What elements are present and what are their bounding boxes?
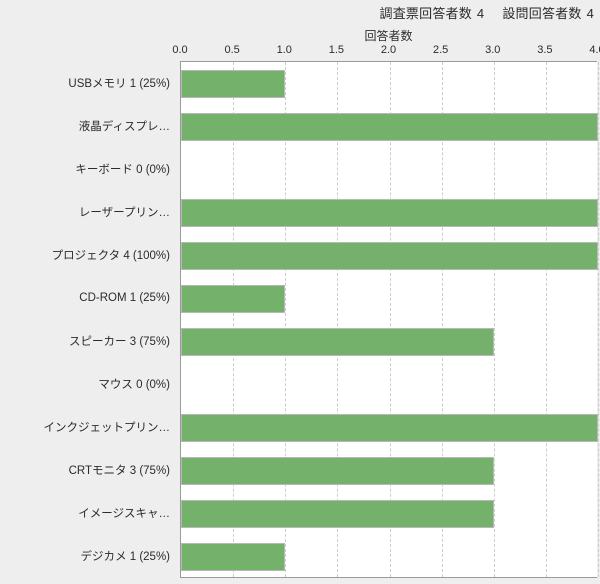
bar[interactable] (181, 198, 598, 227)
y-tick-label: イメージスキャ… (78, 508, 170, 521)
bar-row (181, 371, 597, 399)
y-tick-label: 液晶ディスプレ… (78, 120, 170, 133)
bar-row (181, 241, 598, 270)
y-tick-label: マウス 0 (0%) (98, 379, 170, 392)
header-stats: 調査票回答者数 4 設問回答者数 4 (0, 0, 600, 24)
bar-row (181, 198, 598, 227)
bar[interactable] (181, 241, 598, 270)
y-tick-label: インクジェットプリン… (43, 422, 171, 435)
x-tick-label: 3.5 (537, 44, 553, 56)
survey-respondents-label: 調査票回答者数 (379, 5, 472, 21)
bar[interactable] (181, 328, 494, 357)
y-tick-label: レーザープリン… (78, 206, 170, 219)
question-respondents-label: 設問回答者数 (502, 5, 582, 21)
y-tick-label: スピーカー 3 (75%) (69, 336, 170, 349)
bar[interactable] (181, 414, 598, 443)
bar-row (181, 500, 597, 529)
bar[interactable] (181, 69, 286, 98)
bar-row (181, 457, 597, 486)
bar-row (181, 328, 597, 357)
x-tick-label: 4.0 (589, 44, 600, 56)
survey-respondents-stat: 調査票回答者数 4 (380, 3, 485, 22)
x-tick-label: 2.5 (432, 44, 449, 56)
x-axis-tick-labels: 0.0 0.5 1.0 1.5 2.0 2.5 3.0 3.5 4.0 (0, 44, 600, 58)
x-tick-label: 1.5 (328, 44, 345, 56)
question-respondents-stat: 設問回答者数 4 (502, 3, 594, 22)
x-tick-label: 1.0 (276, 44, 292, 56)
bar[interactable] (181, 112, 598, 141)
x-tick-label: 2.0 (380, 44, 397, 56)
y-tick-label: CD-ROM 1 (25%) (79, 291, 170, 304)
y-tick-label: USBメモリ 1 (25%) (68, 77, 170, 90)
bar-series (181, 62, 598, 577)
bar-row (181, 69, 597, 98)
bar[interactable] (181, 543, 286, 572)
bar-row (181, 414, 598, 443)
bar-row (181, 543, 597, 572)
y-tick-label: デジカメ 1 (25%) (80, 551, 170, 564)
chart-axis-title: 回答者数 (364, 29, 413, 43)
bar[interactable] (181, 457, 494, 486)
bar[interactable] (181, 284, 286, 313)
plot-area (180, 61, 599, 578)
y-tick-label: CRTモニタ 3 (75%) (68, 465, 170, 478)
bar-row (181, 284, 597, 313)
question-respondents-value: 4 (586, 5, 594, 21)
y-tick-label: プロジェクタ 4 (100%) (51, 249, 170, 262)
y-axis-tick-labels: USBメモリ 1 (25%) 液晶ディスプレ… キーボード 0 (0%) レーザープリ… (0, 61, 175, 578)
x-tick-label: 0.5 (224, 44, 240, 56)
bar-row (181, 156, 597, 184)
x-tick-label: 0.0 (172, 44, 188, 56)
grid-line (598, 62, 599, 577)
y-tick-label: キーボード 0 (0%) (75, 163, 170, 176)
bar-row (181, 112, 598, 141)
survey-respondents-value: 4 (476, 5, 485, 21)
x-tick-label: 3.0 (485, 44, 501, 56)
bar[interactable] (181, 500, 494, 529)
